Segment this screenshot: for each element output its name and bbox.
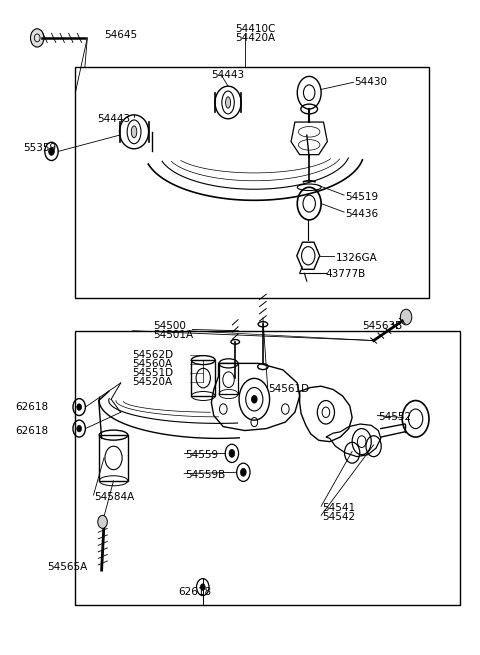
Text: 54541: 54541 [322, 502, 355, 512]
Text: 54500: 54500 [153, 321, 186, 331]
Text: 54645: 54645 [104, 30, 137, 41]
Circle shape [77, 425, 82, 432]
Text: 55359: 55359 [23, 143, 56, 153]
Ellipse shape [226, 97, 230, 108]
Text: 54436: 54436 [345, 209, 378, 219]
Text: 54565A: 54565A [47, 562, 87, 572]
Ellipse shape [132, 126, 137, 138]
Text: 54519: 54519 [345, 192, 378, 202]
Circle shape [400, 309, 412, 325]
Text: 54560A: 54560A [132, 359, 173, 369]
Text: 54443: 54443 [97, 114, 130, 124]
Text: 54551D: 54551D [132, 368, 174, 378]
Text: 54552: 54552 [378, 412, 411, 422]
Text: 54430: 54430 [355, 77, 387, 87]
Text: 54559: 54559 [185, 450, 218, 460]
Circle shape [240, 468, 246, 476]
Circle shape [98, 515, 108, 529]
Circle shape [200, 584, 205, 590]
Text: 54420A: 54420A [235, 33, 276, 43]
Text: 54542: 54542 [322, 512, 355, 521]
Text: 54410C: 54410C [235, 24, 276, 34]
Circle shape [252, 396, 257, 403]
Text: 54443: 54443 [211, 70, 244, 80]
Circle shape [48, 147, 54, 155]
Text: 43777B: 43777B [326, 269, 366, 279]
Text: 1326GA: 1326GA [336, 253, 377, 263]
Text: 62618: 62618 [178, 587, 211, 597]
Text: 54584A: 54584A [95, 492, 135, 502]
Text: 54561D: 54561D [269, 384, 310, 394]
Circle shape [229, 449, 235, 457]
Circle shape [31, 29, 44, 47]
Text: 54501A: 54501A [153, 330, 193, 341]
Text: 54559B: 54559B [185, 470, 226, 480]
Text: 62618: 62618 [16, 426, 49, 436]
Text: 54520A: 54520A [132, 377, 173, 387]
Text: 54562D: 54562D [132, 350, 174, 360]
Text: 54563B: 54563B [362, 320, 402, 331]
Text: 62618: 62618 [16, 402, 49, 412]
Circle shape [77, 404, 82, 410]
